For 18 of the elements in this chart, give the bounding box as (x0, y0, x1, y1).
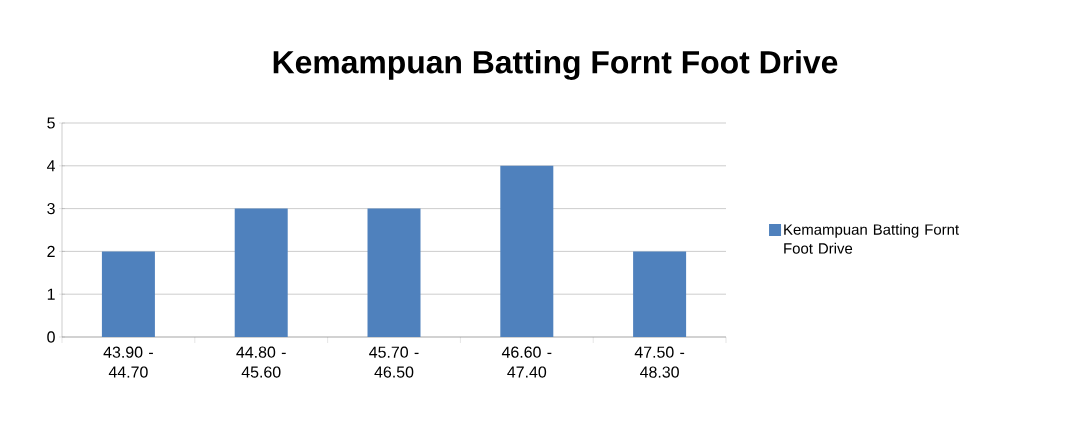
x-tick-label: 45.70 - 46.50 (369, 346, 419, 378)
chart-title: Kemampuan Batting Fornt Foot Drive (273, 50, 838, 80)
x-tick-label: 46.60 - 47.40 (501, 346, 552, 378)
y-tick-label: 3 (47, 202, 55, 215)
y-tick-label: 4 (46, 160, 56, 172)
bar (500, 165, 554, 337)
x-tick-label: 43.90 - 44.70 (103, 346, 153, 378)
bar (234, 208, 288, 337)
bar (367, 208, 421, 337)
y-tick-label: 5 (47, 117, 55, 129)
legend-label: Kemampuan Batting Fornt Foot Drive (784, 223, 959, 254)
x-tick-label: 47.50 - 48.30 (634, 346, 685, 378)
y-tick-label: 1 (47, 288, 55, 300)
y-tick-label: 2 (47, 245, 55, 257)
bar (101, 251, 155, 337)
x-tick-label: 44.80 - 45.60 (236, 346, 286, 378)
bar (633, 251, 687, 337)
y-tick-label: 0 (47, 331, 55, 343)
